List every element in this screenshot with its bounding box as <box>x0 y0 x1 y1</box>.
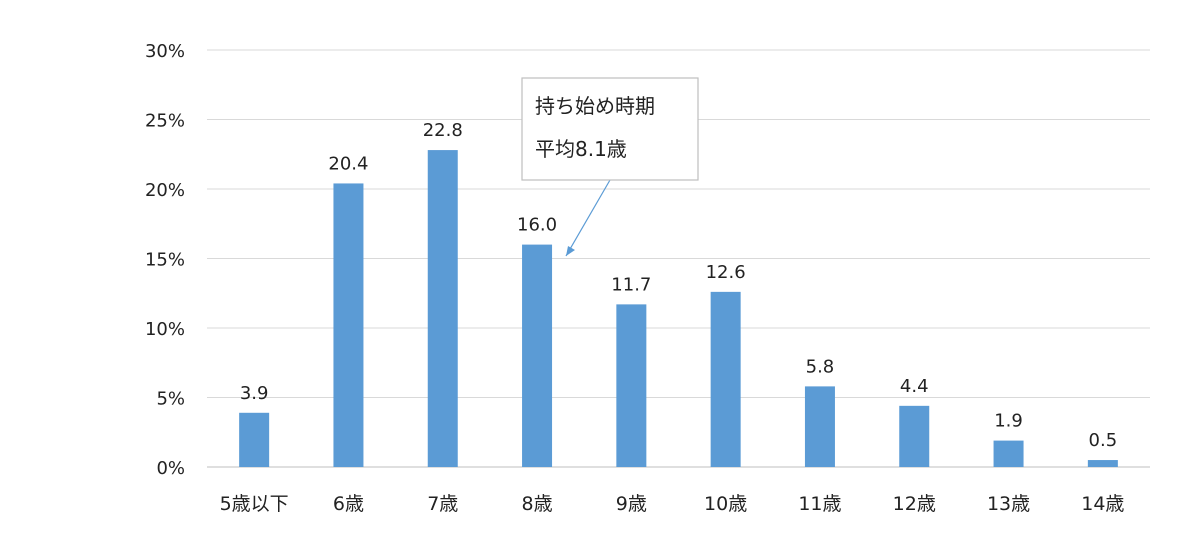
bar <box>333 183 364 467</box>
data-label: 20.4 <box>328 153 368 174</box>
bar <box>239 412 270 467</box>
y-tick-label: 15% <box>145 250 185 271</box>
category-label: 14歳 <box>1081 493 1124 515</box>
bar <box>710 291 741 467</box>
category-label: 9歳 <box>616 493 647 515</box>
bar <box>1087 460 1118 467</box>
category-label: 13歳 <box>987 493 1030 515</box>
category-label: 7歳 <box>427 493 458 515</box>
data-label: 3.9 <box>240 383 269 404</box>
data-labels: 3.9 20.4 22.8 16.0 11.7 12.6 5.8 4.4 1.9 0.5 <box>240 120 1117 451</box>
annotation-callout: 持ち始め時期 平均8.1歳 <box>521 77 699 257</box>
category-label: 5歳以下 <box>220 493 289 515</box>
category-label: 6歳 <box>333 493 364 515</box>
category-label: 8歳 <box>522 493 553 515</box>
bar <box>427 150 458 467</box>
bar <box>522 244 553 467</box>
data-label: 0.5 <box>1089 430 1118 451</box>
bar <box>804 386 835 467</box>
data-label: 22.8 <box>423 120 463 141</box>
data-label: 11.7 <box>611 274 651 295</box>
data-label: 16.0 <box>517 215 557 236</box>
y-tick-label: 30% <box>145 41 185 62</box>
annotation-line-2: 平均8.1歳 <box>535 137 627 161</box>
y-tick-label: 25% <box>145 111 185 132</box>
y-axis-tick-labels: 0% 5% 10% 15% 20% 25% 30% <box>145 41 185 479</box>
category-label: 10歳 <box>704 493 747 515</box>
annotation-arrowhead <box>566 246 575 256</box>
y-tick-label: 10% <box>145 319 185 340</box>
data-label: 5.8 <box>806 356 835 377</box>
bar <box>993 440 1024 467</box>
data-label: 4.4 <box>900 376 929 397</box>
x-axis-category-labels: 5歳以下 6歳 7歳 8歳 9歳 10歳 11歳 12歳 13歳 14歳 <box>220 493 1125 515</box>
bar <box>899 405 930 467</box>
y-tick-label: 0% <box>156 458 185 479</box>
annotation-line-1: 持ち始め時期 <box>535 94 655 118</box>
annotation-arrow <box>565 179 611 257</box>
y-tick-label: 5% <box>156 389 185 410</box>
y-tick-label: 20% <box>145 180 185 201</box>
bar <box>616 304 647 467</box>
data-label: 1.9 <box>994 411 1023 432</box>
bars <box>239 150 1118 467</box>
data-label: 12.6 <box>706 262 746 283</box>
category-label: 11歳 <box>798 493 841 515</box>
annotation-box <box>521 77 699 181</box>
category-label: 12歳 <box>893 493 936 515</box>
